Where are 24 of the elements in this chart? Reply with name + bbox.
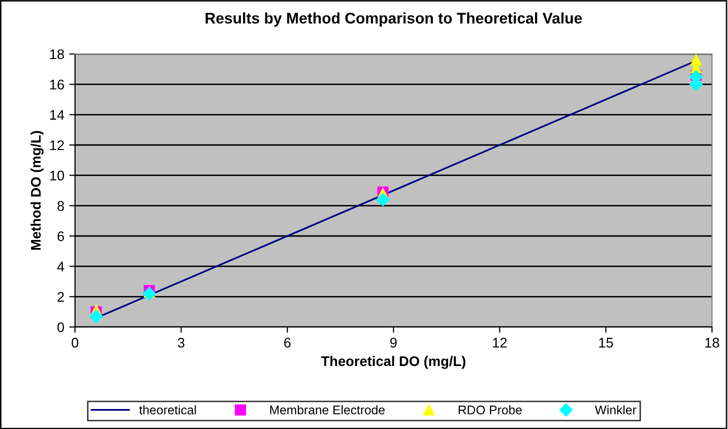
y-tick-label: 14 <box>50 110 64 120</box>
y-tick-label: 6 <box>58 231 64 242</box>
y-tick-label: 12 <box>50 140 64 150</box>
y-tick-label: 18 <box>50 49 64 60</box>
x-tick-label: 6 <box>284 338 291 348</box>
x-tick-label: 3 <box>178 338 184 348</box>
x-tick-label: 12 <box>493 338 507 348</box>
y-tick-label: 0 <box>57 322 64 332</box>
y-tick-label: 2 <box>58 292 64 302</box>
chart-title: Results by Method Comparison to Theoretical Value <box>206 12 582 27</box>
x-tick-label: 9 <box>390 338 397 348</box>
x-axis-title: Theoretical DO (mg/L) <box>321 356 466 369</box>
x-tick-label: 18 <box>705 338 720 348</box>
x-tick-label: 0 <box>72 338 78 348</box>
legend-label: Winkler <box>594 405 636 414</box>
x-tick-label: 15 <box>599 338 613 348</box>
y-tick-label: 10 <box>50 170 64 181</box>
legend-label: Membrane Electrode <box>270 405 385 414</box>
y-tick-label: 4 <box>57 262 64 272</box>
legend-label: RDO Probe <box>458 405 522 414</box>
y-tick-label: 8 <box>57 201 64 211</box>
y-tick-label: 16 <box>50 80 64 90</box>
y-axis-title: Method DO (mg/L) <box>30 131 44 250</box>
legend-label: theoretical <box>139 405 196 414</box>
